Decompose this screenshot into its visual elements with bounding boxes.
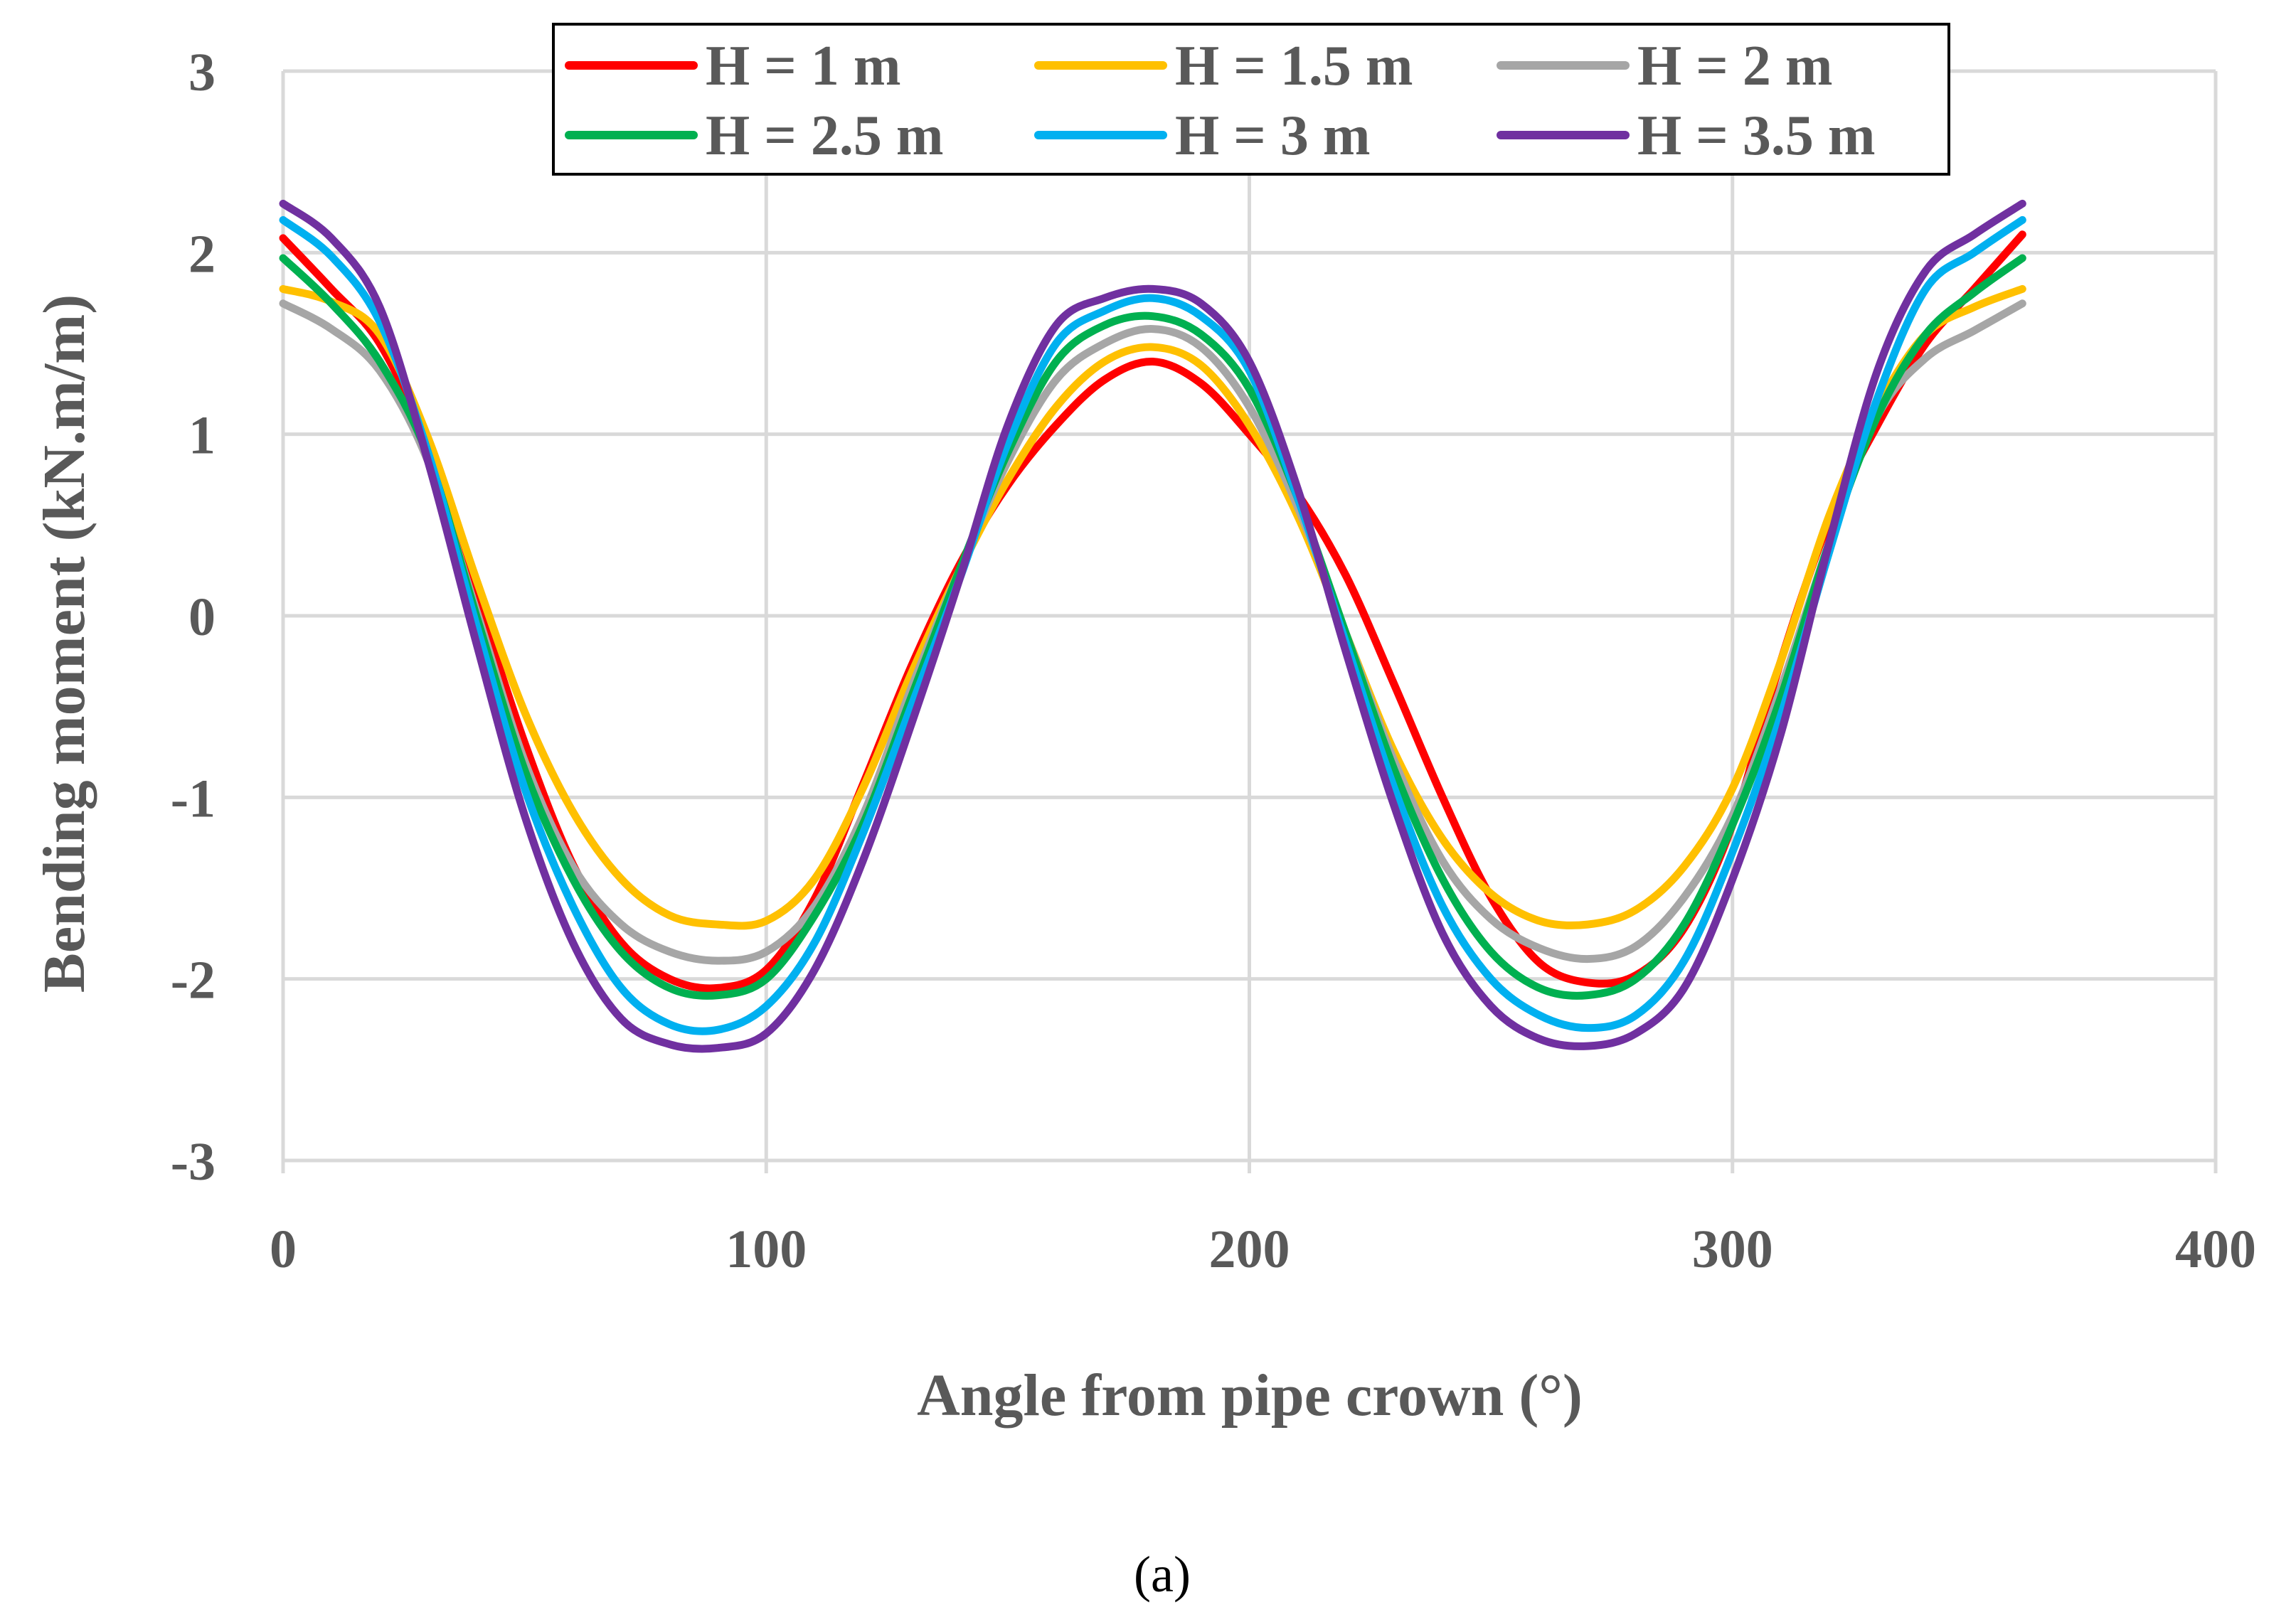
series-line-4: [279, 254, 2026, 1000]
tick-labels: 3 2 1 0 -1 -2 -3 0 100 200 300 400: [171, 43, 2256, 1279]
legend-label-2: H = 1.5 m: [1175, 35, 1413, 97]
y-tick-label: -1: [171, 769, 216, 828]
legend-label-1: H = 1 m: [706, 35, 900, 97]
y-tick-label: -3: [171, 1132, 216, 1192]
legend-box: [552, 23, 1950, 176]
series-line-5: [279, 215, 2026, 1035]
x-tick-label: 200: [1209, 1220, 1290, 1279]
axes: [281, 1160, 2218, 1173]
y-tick-label: 3: [188, 43, 216, 102]
grid-lines: [281, 69, 2218, 1163]
legend-label-5: H = 3 m: [1175, 105, 1370, 167]
series-lines: [279, 199, 2026, 1053]
y-tick-label: 1: [188, 406, 216, 466]
x-tick-label: 0: [270, 1220, 297, 1279]
x-tick-label: 300: [1692, 1220, 1773, 1279]
y-tick-label: -2: [171, 951, 216, 1010]
legend-label-3: H = 2 m: [1637, 35, 1832, 97]
legend-label-4: H = 2.5 m: [706, 105, 943, 167]
x-tick-label: 100: [726, 1220, 807, 1279]
y-axis-title: Bending moment (kN.m/m): [31, 294, 97, 993]
series-line-6: [279, 199, 2026, 1053]
legend-label-6: H = 3.5 m: [1637, 105, 1875, 167]
legend: H = 1 m H = 1.5 m H = 2 m H = 2.5 m H = 3 m H…: [552, 23, 1950, 176]
y-tick-label: 2: [188, 224, 216, 284]
y-tick-label: 0: [188, 587, 216, 647]
figure-caption: (a): [1134, 1546, 1191, 1603]
series-line-2: [279, 284, 2026, 930]
x-axis-title: Angle from pipe crown (°): [917, 1362, 1583, 1429]
x-tick-label: 400: [2175, 1220, 2256, 1279]
